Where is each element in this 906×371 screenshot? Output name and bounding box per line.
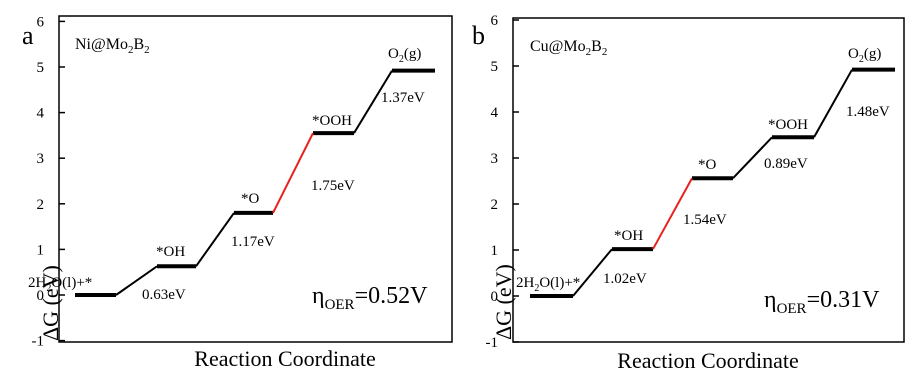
panel-b-frame [512, 17, 905, 343]
panel-a-labels: 2H2O(l)+* *OH *O *OOH O2(g) 0.63eV 1.17e… [28, 46, 428, 313]
panel-b-yticks: -1 0 1 2 3 4 5 6 [486, 13, 519, 351]
ytick-label: 5 [37, 60, 45, 76]
panel-a-catalyst: Ni@Mo2B2 [75, 36, 150, 56]
step-line-4 [353, 70, 393, 134]
state-label-o2: O2(g) [388, 46, 421, 65]
panel-b-labels: 2H2O(l)+* *OH *O *OOH O2(g) 1.02eV 1.54e… [516, 46, 890, 317]
ytick-label: 3 [37, 151, 45, 167]
step-energy-1: 0.63eV [142, 287, 186, 303]
state-label-ooh: *OOH [768, 117, 808, 133]
panel-a-overpotential: ηOER=0.52V [312, 283, 428, 313]
ytick-label: 1 [491, 243, 499, 259]
ytick-label: 4 [37, 106, 45, 122]
panel-a: a ΔG (eV) Reaction Coordinate Ni@Mo2B2 -… [22, 14, 453, 371]
step-energy-3: 1.75eV [311, 178, 355, 194]
panel-b-ylabel: ΔG (eV) [491, 264, 516, 340]
ytick-label: -1 [486, 335, 499, 351]
ytick-label: 5 [491, 59, 499, 75]
state-label-o: *O [241, 191, 260, 207]
step-energy-4: 1.37eV [381, 90, 425, 106]
state-label-2h2o: 2H2O(l)+* [516, 275, 580, 294]
ytick-label: 0 [37, 288, 45, 304]
state-label-ooh: *OOH [312, 113, 352, 129]
panel-a-xlabel: Reaction Coordinate [194, 346, 375, 371]
ytick-label: 1 [37, 242, 45, 258]
panel-b-overpotential: ηOER=0.31V [764, 287, 880, 317]
step-line-1 [115, 265, 158, 296]
panel-b-xlabel: Reaction Coordinate [617, 348, 798, 371]
rate-limiting-step-line [272, 132, 314, 214]
step-energy-2: 1.54eV [683, 212, 727, 228]
panel-a-lines [75, 68, 435, 297]
step-energy-4: 1.48eV [846, 104, 890, 120]
panel-a-yticks: -1 0 1 2 3 4 5 6 [32, 14, 65, 350]
step-line-2 [195, 212, 235, 267]
ytick-label: 2 [491, 197, 499, 213]
state-label-oh: *OH [614, 228, 643, 244]
step-energy-1: 1.02eV [603, 271, 647, 287]
ytick-label: 6 [491, 13, 499, 29]
ytick-label: 4 [491, 105, 499, 121]
state-label-oh: *OH [156, 244, 185, 260]
state-label-2h2o: 2H2O(l)+* [28, 275, 92, 294]
step-line-1 [572, 248, 613, 297]
rate-limiting-step-line [652, 177, 693, 250]
state-label-o2: O2(g) [848, 46, 881, 65]
ytick-label: 6 [37, 14, 45, 30]
step-energy-2: 1.17eV [231, 234, 275, 250]
panel-b-catalyst: Cu@Mo2B2 [530, 38, 607, 58]
step-energy-3: 0.89eV [764, 156, 808, 172]
step-line-3 [732, 136, 773, 179]
ytick-label: 3 [491, 151, 499, 167]
ytick-label: 2 [37, 197, 45, 213]
ytick-label: 0 [491, 289, 499, 305]
ytick-label: -1 [32, 334, 45, 350]
panel-a-frame [58, 15, 453, 343]
panel-b-letter: b [472, 21, 485, 50]
step-line-4 [813, 69, 853, 138]
panel-b-lines [530, 67, 895, 298]
state-label-o: *O [698, 157, 717, 173]
panel-b: b ΔG (eV) Reaction Coordinate Cu@Mo2B2 -… [472, 13, 905, 371]
panel-a-letter: a [22, 21, 34, 50]
